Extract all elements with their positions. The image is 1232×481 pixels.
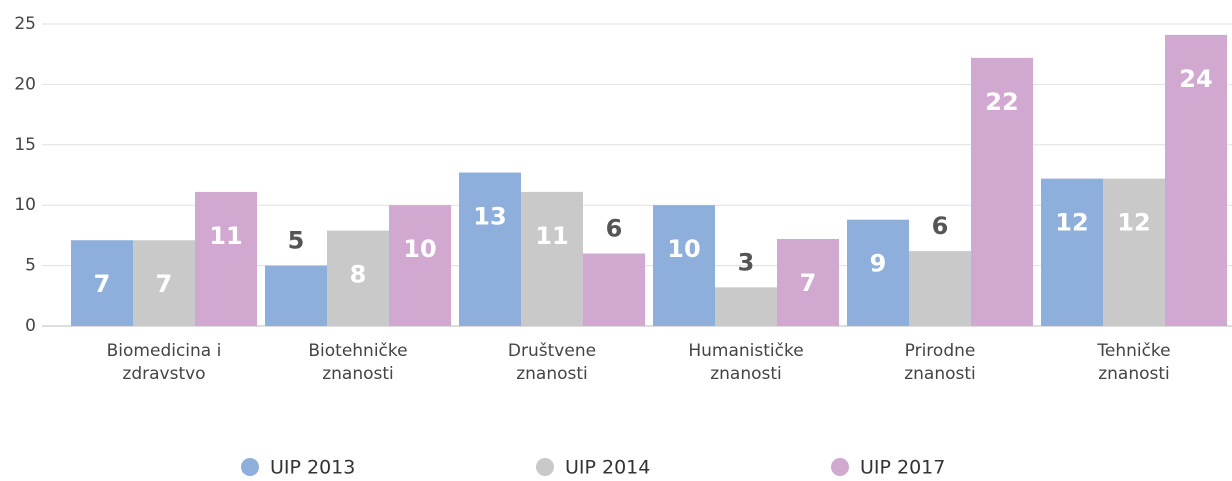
x-tick-label: Biomedicina i zdravstvo [106, 341, 222, 384]
x-tick-label: Humanističke znanosti [688, 341, 804, 384]
data-label: 22 [985, 88, 1018, 116]
x-tick-label: Društvene znanosti [507, 341, 597, 384]
data-label: 12 [1055, 209, 1088, 237]
data-label: 24 [1179, 65, 1212, 93]
y-tick-label: 10 [14, 195, 36, 215]
bar [583, 253, 645, 326]
y-tick-label: 5 [25, 256, 36, 276]
legend-marker [241, 458, 259, 476]
bar [195, 191, 257, 326]
bar [459, 172, 521, 326]
data-label: 10 [403, 235, 436, 263]
data-label: 7 [800, 269, 817, 297]
legend-label: UIP 2014 [565, 457, 650, 479]
bar [327, 230, 389, 326]
legend-marker [831, 458, 849, 476]
legend-label: UIP 2013 [270, 457, 355, 479]
bar [971, 57, 1033, 326]
data-label: 11 [209, 222, 242, 250]
bar [521, 191, 583, 326]
bar [1041, 178, 1103, 326]
x-tick-label: Biotehničke znanosti [308, 341, 408, 384]
data-label: 5 [288, 227, 305, 255]
bar [909, 251, 971, 326]
data-label: 13 [473, 203, 506, 231]
data-label: 6 [606, 215, 623, 243]
legend-label: UIP 2017 [860, 457, 945, 479]
bar [777, 239, 839, 326]
data-label: 6 [932, 212, 949, 240]
bar [265, 265, 327, 326]
y-tick-label: 25 [14, 14, 36, 34]
bar [847, 219, 909, 326]
data-label: 10 [667, 235, 700, 263]
bar [653, 205, 715, 326]
data-label: 9 [870, 250, 887, 278]
data-label: 8 [350, 261, 367, 289]
data-label: 11 [535, 222, 568, 250]
y-tick-label: 20 [14, 74, 36, 94]
legend-marker [536, 458, 554, 476]
y-tick-label: 15 [14, 135, 36, 155]
x-tick-label: Prirodne znanosti [904, 341, 976, 384]
data-label: 7 [94, 270, 111, 298]
bar [715, 287, 777, 326]
data-label: 3 [738, 248, 755, 276]
bar [1103, 178, 1165, 326]
data-label: 12 [1117, 209, 1150, 237]
x-tick-label: Tehničke znanosti [1097, 341, 1171, 384]
data-label: 7 [156, 270, 173, 298]
y-tick-label: 0 [25, 316, 36, 336]
bar [389, 205, 451, 326]
bar [133, 240, 195, 326]
bar [1165, 34, 1227, 326]
bar [71, 240, 133, 326]
